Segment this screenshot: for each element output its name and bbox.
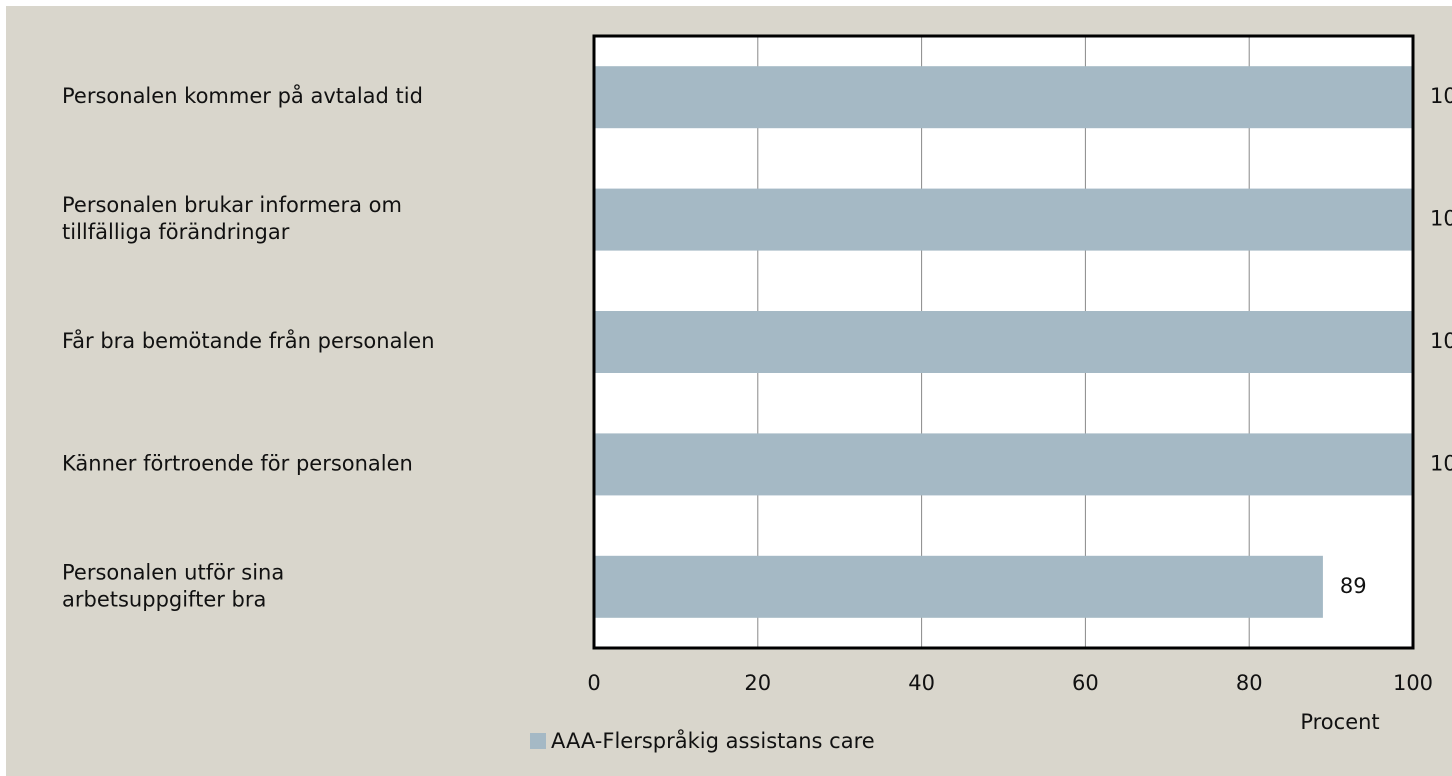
data-label: 100 bbox=[1430, 84, 1452, 108]
x-tick-label: 100 bbox=[1393, 671, 1433, 695]
y-tick-label: Personalen utför sina arbetsuppgifter bra bbox=[62, 560, 284, 611]
bar bbox=[594, 66, 1413, 129]
x-tick-label: 0 bbox=[587, 671, 600, 695]
data-label: 100 bbox=[1430, 207, 1452, 231]
bar bbox=[594, 311, 1413, 373]
y-tick-label: Personalen kommer på avtalad tid bbox=[62, 83, 423, 108]
data-label: 100 bbox=[1430, 329, 1452, 353]
data-label: 89 bbox=[1340, 574, 1367, 598]
x-tick-label: 80 bbox=[1236, 671, 1263, 695]
legend-label: AAA-Flerspråkig assistans care bbox=[551, 728, 875, 753]
legend-swatch bbox=[530, 733, 546, 749]
y-tick-label: Känner förtroende för personalen bbox=[62, 451, 413, 475]
plot-border bbox=[592, 34, 1415, 650]
y-tick-label: Personalen brukar informera om tillfällig… bbox=[62, 193, 402, 244]
x-axis-label: Procent bbox=[1300, 710, 1379, 734]
x-tick-label: 40 bbox=[908, 671, 935, 695]
bar bbox=[594, 555, 1323, 618]
bar bbox=[594, 433, 1413, 496]
y-tick-label: Får bra bemötande från personalen bbox=[62, 328, 435, 353]
data-label: 100 bbox=[1430, 451, 1452, 475]
x-tick-label: 60 bbox=[1072, 671, 1099, 695]
x-tick-label: 20 bbox=[744, 671, 771, 695]
bar bbox=[594, 188, 1413, 251]
